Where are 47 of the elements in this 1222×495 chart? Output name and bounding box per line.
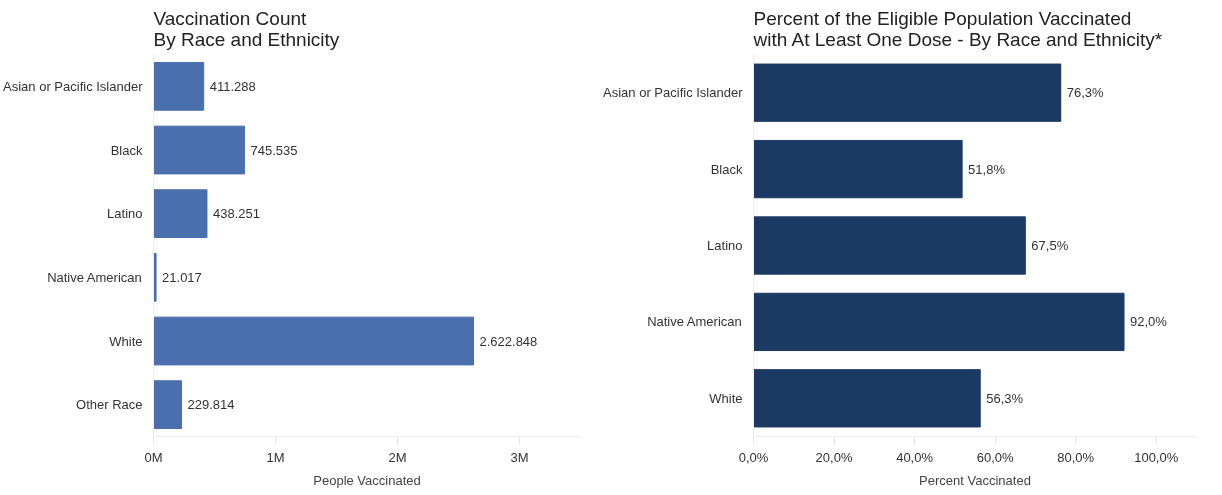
data-label: 56,3% [986,390,1024,406]
bar [753,63,1062,122]
bar [753,369,981,428]
chart-title: Percent of the Eligible Population Vaccinated with At Least One Dose - By Race and Ethnicity* [752,7,1163,50]
y-tick-label: Asian or Pacific Islander [603,85,744,101]
bar [153,189,208,239]
y-tick-label: Asian or Pacific Islander [3,78,144,94]
x-tick-label: 0M [144,449,163,465]
x-tick-label: 1M [266,449,285,465]
y-tick-label: Native American [47,269,142,285]
y-tick-label: White [709,390,743,406]
data-label: 92,0% [1130,314,1168,330]
data-label: 76,3% [1066,85,1105,101]
data-label: 51,8% [968,161,1006,177]
bar [753,216,1026,275]
x-tick-label: 2M [388,449,407,465]
chart-title: Vaccination Count By Race and Ethnicity [153,7,340,50]
y-tick-label: Black [710,161,743,177]
data-label: 745.535 [250,142,298,158]
x-tick-label: 80,0% [1057,449,1095,465]
x-axis-title: Percent Vaccinated [919,472,1031,488]
bar [153,125,245,175]
y-tick-label: Latino [107,206,143,222]
data-label: 21.017 [162,269,202,285]
data-label: 411.288 [209,78,256,94]
data-label: 2.622.848 [479,333,538,349]
y-tick-label: Black [110,142,143,158]
data-label: 229.814 [187,397,235,413]
bar [753,292,1125,352]
y-tick-label: Latino [707,238,743,253]
x-tick-label: 3M [510,449,529,465]
x-tick-label: 100,0% [1134,449,1179,465]
x-axis-title: People Vaccinated [313,472,421,488]
x-tick-label: 20,0% [815,449,853,465]
x-tick-label: 40,0% [896,449,934,465]
y-tick-label: Native American [647,314,742,330]
bar [153,316,474,366]
data-label: 67,5% [1031,238,1069,253]
x-tick-label: 60,0% [976,449,1015,465]
data-label: 438.251 [212,206,260,222]
y-tick-label: Other Race [76,397,143,413]
x-tick-label: 0,0% [738,449,769,465]
bar [753,139,963,199]
bar [153,380,183,430]
bar [153,61,205,111]
bar [153,252,157,302]
y-tick-label: White [109,333,143,349]
